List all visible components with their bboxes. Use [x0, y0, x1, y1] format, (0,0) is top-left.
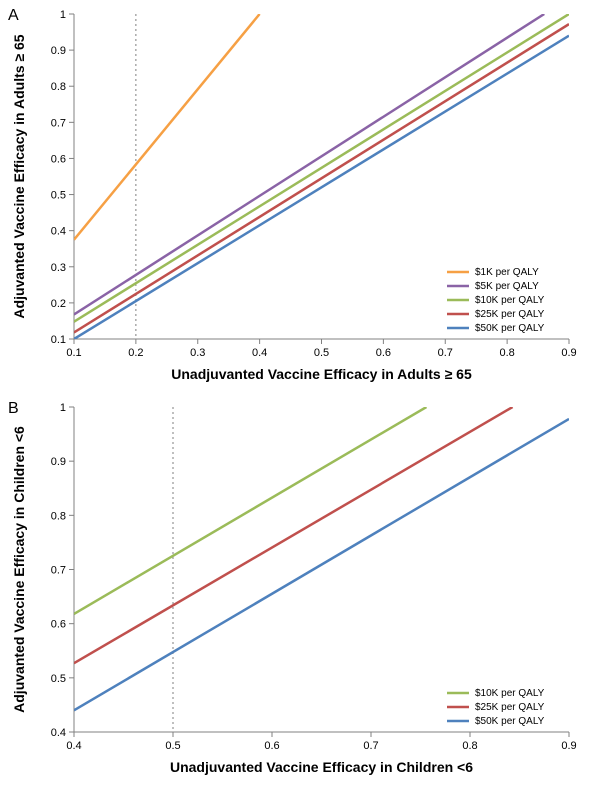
x-tick-label: 0.5 — [314, 347, 329, 359]
series-line — [74, 419, 569, 710]
x-tick-label: 0.6 — [376, 347, 391, 359]
y-tick-label: 0.4 — [51, 727, 66, 739]
x-tick-label: 0.3 — [190, 347, 205, 359]
chart-panel-b: 0.4 0.5 0.6 0.7 0.8 0.9 0.4 0.5 0.6 0.7 0.8 0.9 1 $10… — [0, 393, 589, 786]
y-tick-label: 0.7 — [51, 117, 66, 129]
legend-label: $50K per QALY — [475, 716, 545, 727]
series-line — [74, 407, 513, 663]
legend-label: $5K per QALY — [475, 281, 539, 292]
series-line — [74, 407, 426, 614]
legend-label: $50K per QALY — [475, 323, 545, 334]
legend-label: $25K per QALY — [475, 309, 545, 320]
x-tick-label: 0.7 — [363, 740, 378, 752]
y-tick-label: 0.7 — [51, 565, 66, 577]
y-tick-label: 0.4 — [51, 226, 66, 238]
x-tick-label: 0.4 — [252, 347, 267, 359]
y-axis-label: Adjuvanted Vaccine Efficacy in Adults ≥ … — [11, 34, 27, 318]
panel-letter: B — [8, 400, 19, 417]
y-tick-label: 0.3 — [51, 262, 66, 274]
y-axis-label: Adjuvanted Vaccine Efficacy in Children … — [11, 426, 27, 713]
legend-label: $10K per QALY — [475, 295, 545, 306]
series-line — [74, 14, 544, 314]
legend-label: $10K per QALY — [475, 688, 545, 699]
series-line — [74, 14, 260, 240]
x-tick-label: 0.2 — [128, 347, 143, 359]
x-axis-label: Unadjuvanted Vaccine Efficacy in Adults … — [171, 366, 472, 382]
y-tick-label: 0.9 — [51, 456, 66, 468]
x-tick-label: 0.8 — [462, 740, 477, 752]
y-tick-label: 0.5 — [51, 673, 66, 685]
x-tick-label: 0.6 — [264, 740, 279, 752]
y-tick-label: 0.2 — [51, 298, 66, 310]
y-tick-label: 0.8 — [51, 81, 66, 93]
legend-label: $25K per QALY — [475, 702, 545, 713]
y-tick-label: 0.8 — [51, 510, 66, 522]
y-tick-label: 1 — [60, 9, 66, 21]
series-line — [74, 36, 569, 339]
x-tick-label: 0.9 — [561, 347, 576, 359]
chart-panel-a: 0.1 0.2 0.3 0.4 0.5 0.6 0.7 0.8 0.9 0.1 0.2 0.3 0.4 0… — [0, 0, 589, 393]
x-tick-label: 0.8 — [499, 347, 514, 359]
page: 0.10.20.30.40.50.60.70.80.90.10.20.30.40… — [0, 0, 589, 786]
y-tick-label: 1 — [60, 402, 66, 414]
x-tick-label: 0.9 — [561, 740, 576, 752]
y-tick-label: 0.6 — [51, 153, 66, 165]
y-tick-label: 0.9 — [51, 45, 66, 57]
y-tick-label: 0.1 — [51, 334, 66, 346]
x-tick-label: 0.7 — [438, 347, 453, 359]
x-axis-label: Unadjuvanted Vaccine Efficacy in Childre… — [170, 759, 473, 775]
x-tick-label: 0.1 — [66, 347, 81, 359]
y-tick-label: 0.6 — [51, 619, 66, 631]
y-tick-label: 0.5 — [51, 190, 66, 202]
legend-label: $1K per QALY — [475, 267, 539, 278]
panel-letter: A — [8, 7, 19, 24]
x-tick-label: 0.4 — [66, 740, 81, 752]
x-tick-label: 0.5 — [165, 740, 180, 752]
